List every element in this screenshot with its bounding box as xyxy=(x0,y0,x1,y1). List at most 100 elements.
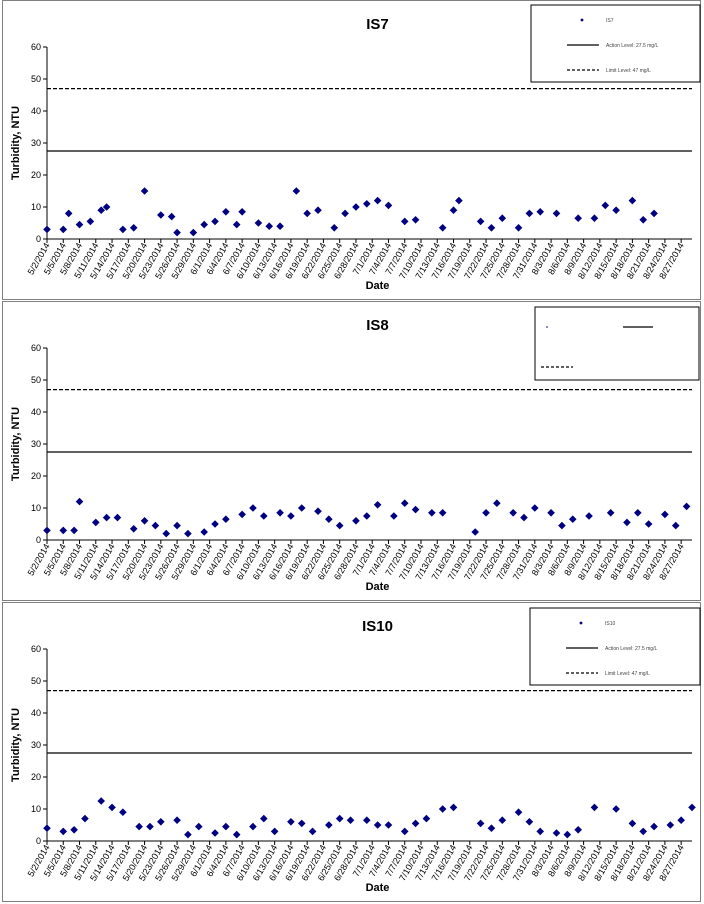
chart-panel-is10: IS10 0 10 20 30 40 50 60 Turbidity, NTU 5/2/2014 5… xyxy=(2,602,701,902)
y-tick-label: 0 xyxy=(36,234,41,244)
data-point xyxy=(384,821,393,829)
data-point xyxy=(449,803,458,812)
legend-marker xyxy=(580,18,584,22)
data-point xyxy=(86,217,95,226)
data-point xyxy=(276,509,284,517)
data-point xyxy=(211,217,219,226)
data-point xyxy=(514,808,523,816)
data-point xyxy=(520,513,528,522)
data-point xyxy=(102,203,111,211)
y-tick-label: 10 xyxy=(31,503,41,513)
data-point xyxy=(249,822,257,831)
legend-box xyxy=(534,306,700,381)
data-point xyxy=(552,209,561,218)
y-tick-label: 20 xyxy=(31,170,41,180)
data-point xyxy=(536,208,545,216)
data-point xyxy=(184,529,192,538)
data-point xyxy=(140,187,149,195)
data-point xyxy=(661,510,669,519)
data-point xyxy=(270,827,279,836)
data-point xyxy=(260,512,268,520)
data-point xyxy=(232,830,241,839)
data-point xyxy=(211,520,219,528)
data-point xyxy=(585,512,593,520)
data-point xyxy=(276,222,284,230)
y-tick-label: 40 xyxy=(31,708,41,718)
data-point xyxy=(390,512,398,520)
data-point xyxy=(314,206,322,214)
data-point xyxy=(487,224,496,232)
data-point xyxy=(119,225,127,234)
data-point xyxy=(43,526,51,535)
data-point xyxy=(644,520,653,528)
data-point xyxy=(200,220,208,229)
data-point xyxy=(341,209,349,218)
data-point xyxy=(75,497,84,506)
data-point xyxy=(633,509,642,517)
data-point xyxy=(438,509,447,517)
data-point xyxy=(97,797,106,805)
y-tick-label: 60 xyxy=(31,343,41,353)
data-point xyxy=(438,224,447,232)
data-point xyxy=(211,829,219,837)
y-axis-label: Turbidity, NTU xyxy=(10,708,22,782)
data-point xyxy=(628,196,637,205)
y-tick-label: 50 xyxy=(31,74,41,84)
legend-box xyxy=(529,607,701,686)
data-point xyxy=(119,808,127,816)
data-point xyxy=(525,209,534,218)
data-point xyxy=(194,822,203,831)
data-point xyxy=(547,509,555,517)
data-point xyxy=(688,803,696,812)
data-point xyxy=(297,819,306,828)
data-point xyxy=(222,822,230,831)
data-point xyxy=(411,819,420,828)
data-point xyxy=(91,518,100,527)
data-point xyxy=(563,830,572,839)
data-point xyxy=(70,826,78,834)
data-point xyxy=(303,209,311,218)
data-point xyxy=(373,501,382,509)
y-tick-label: 30 xyxy=(31,439,41,449)
data-point xyxy=(650,822,658,831)
data-point xyxy=(146,822,154,831)
data-point xyxy=(75,220,84,229)
data-point xyxy=(265,222,274,230)
data-point xyxy=(384,201,393,210)
data-point xyxy=(129,525,138,533)
data-point xyxy=(238,510,246,519)
data-point xyxy=(476,819,485,828)
data-point xyxy=(346,816,355,824)
x-axis-label: Date xyxy=(366,581,390,593)
data-point xyxy=(531,504,539,512)
data-point xyxy=(606,509,615,517)
data-point xyxy=(362,200,371,208)
legend-entry: Action Level: 27.5 mg/L xyxy=(605,646,657,652)
data-point xyxy=(373,196,382,205)
data-point xyxy=(639,216,648,224)
data-point xyxy=(677,816,685,824)
legend-entry: Limit Level: 47 mg/L xyxy=(606,68,651,74)
data-point xyxy=(449,206,458,214)
chart-panel-is8: IS8 0 10 20 30 40 50 60 Turbidity, NTU 5/2/2014 5/… xyxy=(2,301,701,601)
data-point xyxy=(140,517,149,525)
data-point xyxy=(623,518,631,527)
data-point xyxy=(81,814,89,823)
data-point xyxy=(671,521,680,530)
data-point xyxy=(422,814,431,823)
data-point xyxy=(232,220,241,229)
data-point xyxy=(325,515,333,523)
data-point xyxy=(287,512,295,520)
data-point xyxy=(650,209,658,218)
y-tick-label: 50 xyxy=(31,676,41,686)
y-tick-label: 0 xyxy=(36,535,41,545)
data-point xyxy=(108,803,116,812)
data-point xyxy=(574,214,582,222)
data-point xyxy=(590,214,599,222)
data-point xyxy=(352,203,360,211)
data-point xyxy=(682,502,691,511)
y-tick-label: 50 xyxy=(31,375,41,385)
data-point xyxy=(135,822,143,831)
data-point xyxy=(476,217,485,226)
